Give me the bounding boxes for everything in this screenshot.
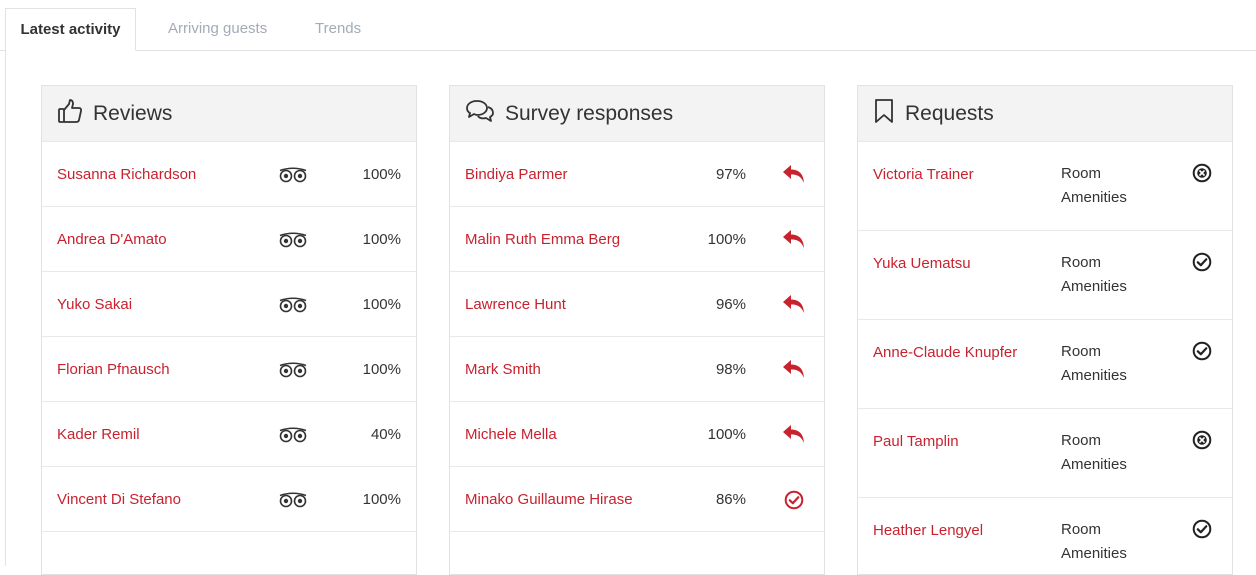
request-category-line2: Amenities <box>1061 189 1127 206</box>
survey-respondent-link[interactable]: Lawrence Hunt <box>465 296 566 313</box>
request-category: Room Amenities <box>1061 251 1151 299</box>
check-circle-icon[interactable] <box>1192 519 1212 543</box>
review-score: 100% <box>362 491 401 508</box>
review-score: 100% <box>362 361 401 378</box>
check-circle-icon[interactable] <box>784 490 804 514</box>
survey-score: 86% <box>715 491 746 508</box>
review-row: Florian Pfnausch 100% <box>42 337 416 402</box>
content-border <box>5 50 6 566</box>
survey-row: Malin Ruth Emma Berg 100% <box>450 207 824 272</box>
review-row: Susanna Richardson 100% <box>42 142 416 207</box>
requester-name-link[interactable]: Anne-Claude Knupfer <box>873 344 1018 361</box>
reviewer-name-link[interactable]: Vincent Di Stefano <box>57 491 181 508</box>
review-score: 100% <box>362 231 401 248</box>
reply-icon[interactable] <box>782 163 806 189</box>
check-circle-icon[interactable] <box>1192 252 1212 276</box>
review-score: 100% <box>362 296 401 313</box>
survey-row: Mark Smith 98% <box>450 337 824 402</box>
tripadvisor-icon <box>278 297 308 317</box>
request-category-line2: Amenities <box>1061 367 1127 384</box>
survey-responses-panel: Survey responses Bindiya Parmer 97% Malin … <box>449 85 825 575</box>
tripadvisor-icon <box>278 492 308 512</box>
survey-score: 96% <box>715 296 746 313</box>
survey-respondent-link[interactable]: Michele Mella <box>465 426 557 443</box>
requests-title: Requests <box>905 101 994 125</box>
reviewer-name-link[interactable]: Kader Remil <box>57 426 140 443</box>
tripadvisor-icon <box>278 232 308 252</box>
reviews-panel-header: Reviews <box>42 86 416 142</box>
reply-icon[interactable] <box>782 293 806 319</box>
request-row: Paul Tamplin Room Amenities <box>858 409 1232 498</box>
tab-trends[interactable]: Trends <box>315 20 362 37</box>
request-category: Room Amenities <box>1061 162 1151 210</box>
requester-name-link[interactable]: Yuka Uematsu <box>873 255 971 272</box>
request-category: Room Amenities <box>1061 429 1151 477</box>
review-row: Yuko Sakai 100% <box>42 272 416 337</box>
request-category-line2: Amenities <box>1061 278 1127 295</box>
requester-name-link[interactable]: Paul Tamplin <box>873 433 959 450</box>
survey-respondent-link[interactable]: Bindiya Parmer <box>465 166 568 183</box>
survey-panel-header: Survey responses <box>450 86 824 142</box>
reply-icon[interactable] <box>782 423 806 449</box>
tab-arriving-guests[interactable]: Arriving guests <box>168 20 268 37</box>
reviewer-name-link[interactable]: Florian Pfnausch <box>57 361 170 378</box>
reviewer-name-link[interactable]: Andrea D'Amato <box>57 231 167 248</box>
survey-respondent-link[interactable]: Minako Guillaume Hirase <box>465 491 633 508</box>
x-circle-icon[interactable] <box>1192 163 1212 187</box>
reviewer-name-link[interactable]: Yuko Sakai <box>57 296 133 313</box>
survey-score: 98% <box>715 361 746 378</box>
request-category: Room Amenities <box>1061 340 1151 388</box>
survey-score: 97% <box>715 166 746 183</box>
request-row: Anne-Claude Knupfer Room Amenities <box>858 320 1232 409</box>
survey-respondent-link[interactable]: Mark Smith <box>465 361 541 378</box>
reviewer-name-link[interactable]: Susanna Richardson <box>57 166 197 183</box>
request-category-line2: Amenities <box>1061 456 1127 473</box>
review-row: Andrea D'Amato 100% <box>42 207 416 272</box>
requester-name-link[interactable]: Heather Lengyel <box>873 522 984 539</box>
request-category-line1: Room <box>1061 165 1102 182</box>
request-category-line1: Room <box>1061 521 1102 538</box>
requester-name-link[interactable]: Victoria Trainer <box>873 166 974 183</box>
reply-icon[interactable] <box>782 228 806 254</box>
survey-row: Lawrence Hunt 96% <box>450 272 824 337</box>
bookmark-icon <box>873 98 905 130</box>
survey-row: Michele Mella 100% <box>450 402 824 467</box>
requests-panel-header: Requests <box>858 86 1232 142</box>
survey-score: 100% <box>707 426 746 443</box>
tab-latest-activity[interactable]: Latest activity <box>5 8 136 51</box>
review-score: 40% <box>370 426 401 443</box>
request-row: Victoria Trainer Room Amenities <box>858 142 1232 231</box>
survey-respondent-link[interactable]: Malin Ruth Emma Berg <box>465 231 621 248</box>
request-row: Yuka Uematsu Room Amenities <box>858 231 1232 320</box>
survey-row: Minako Guillaume Hirase 86% <box>450 467 824 532</box>
check-circle-icon[interactable] <box>1192 341 1212 365</box>
tab-bar: Latest activity Arriving guests Trends <box>0 0 1256 51</box>
request-category-line1: Room <box>1061 254 1102 271</box>
request-category-line1: Room <box>1061 343 1102 360</box>
tripadvisor-icon <box>278 427 308 447</box>
request-row: Heather Lengyel Room Amenities <box>858 498 1232 574</box>
review-row: Kader Remil 40% <box>42 402 416 467</box>
reviews-title: Reviews <box>93 101 173 125</box>
survey-score: 100% <box>707 231 746 248</box>
tripadvisor-icon <box>278 167 308 187</box>
tripadvisor-icon <box>278 362 308 382</box>
requests-panel: Requests Victoria Trainer Room Amenities Yu… <box>857 85 1233 575</box>
reply-icon[interactable] <box>782 358 806 384</box>
comments-icon <box>465 98 505 130</box>
reviews-panel: Reviews Susanna Richardson 100% Andrea D'A… <box>41 85 417 575</box>
survey-title: Survey responses <box>505 101 674 125</box>
survey-row: Bindiya Parmer 97% <box>450 142 824 207</box>
x-circle-icon[interactable] <box>1192 430 1212 454</box>
request-category: Room Amenities <box>1061 518 1151 566</box>
review-row: Vincent Di Stefano 100% <box>42 467 416 532</box>
request-category-line2: Amenities <box>1061 545 1127 562</box>
thumbs-up-icon <box>57 98 93 130</box>
request-category-line1: Room <box>1061 432 1102 449</box>
review-score: 100% <box>362 166 401 183</box>
